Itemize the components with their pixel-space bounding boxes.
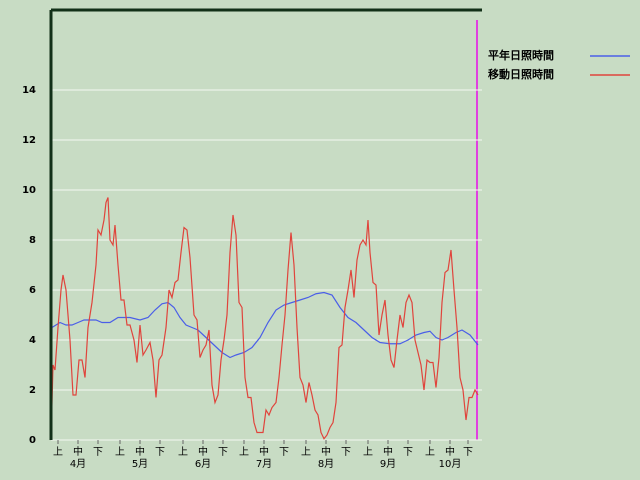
month-label: 5月	[132, 458, 148, 470]
y-tick-label: 6	[29, 285, 36, 296]
month-label: 4月	[70, 458, 86, 470]
month-label: 10月	[439, 458, 462, 470]
y-tick-label: 2	[29, 385, 36, 396]
x-tick-label: 下	[403, 447, 413, 458]
x-tick-label: 上	[178, 446, 188, 458]
y-tick-label: 12	[22, 135, 36, 146]
legend-label: 平年日照時間	[488, 48, 554, 62]
x-tick-label: 上	[425, 446, 435, 458]
x-tick-label: 中	[321, 445, 331, 458]
x-tick-label: 下	[463, 447, 473, 458]
x-tick-label: 中	[135, 445, 145, 458]
month-label: 6月	[195, 458, 211, 470]
y-tick-label: 8	[29, 235, 36, 246]
x-tick-label: 下	[341, 447, 351, 458]
x-tick-label: 中	[445, 445, 455, 458]
y-tick-label: 0	[29, 435, 36, 446]
x-tick-label: 中	[73, 445, 83, 458]
x-tick-label: 下	[218, 447, 228, 458]
x-tick-label: 上	[301, 446, 311, 458]
x-tick-label: 中	[383, 445, 393, 458]
month-label: 8月	[318, 458, 334, 470]
month-label: 9月	[380, 458, 396, 470]
series-line	[50, 291, 479, 441]
x-tick-label: 中	[259, 445, 269, 458]
x-tick-label: 上	[239, 446, 249, 458]
y-tick-label: 14	[22, 85, 36, 96]
month-label: 7月	[256, 458, 272, 470]
legend-label: 移動日照時間	[488, 67, 554, 81]
y-tick-label: 4	[29, 335, 36, 346]
series-line	[50, 197, 479, 441]
y-tick-label: 10	[22, 185, 36, 196]
x-tick-label: 中	[198, 445, 208, 458]
x-tick-label: 下	[279, 447, 289, 458]
x-tick-label: 下	[93, 447, 103, 458]
x-tick-label: 上	[53, 446, 63, 458]
x-tick-label: 上	[115, 446, 125, 458]
x-tick-label: 上	[363, 446, 373, 458]
x-tick-label: 下	[155, 447, 165, 458]
